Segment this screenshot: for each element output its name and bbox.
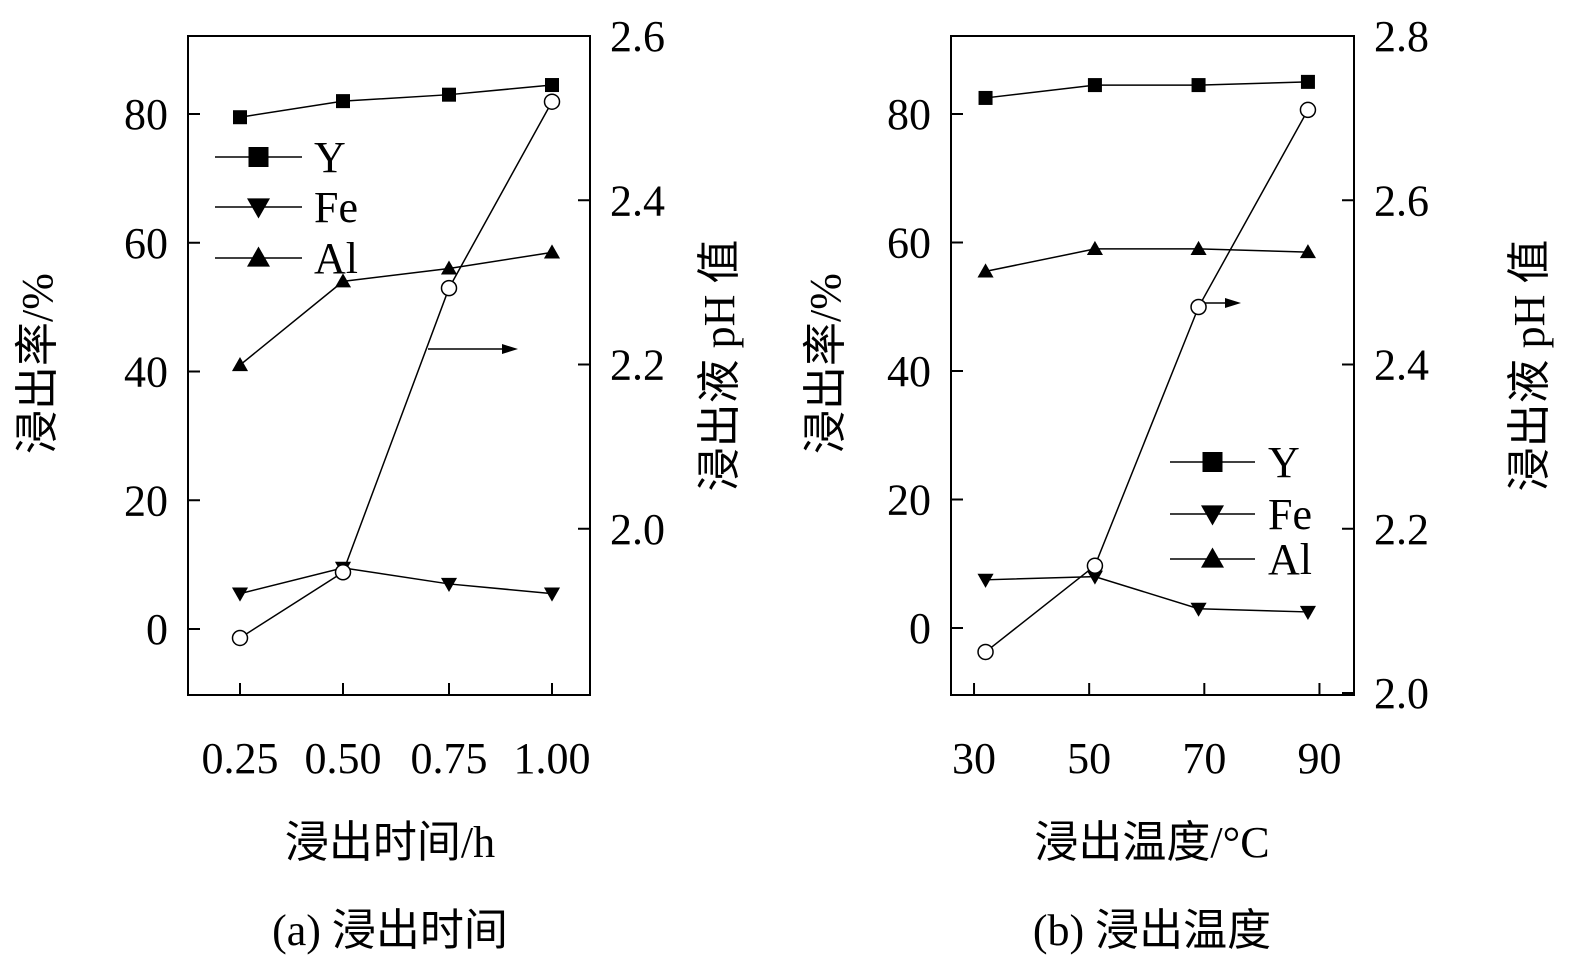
legend-marker-Y xyxy=(1202,452,1223,472)
y2-tick-label: 2.2 xyxy=(1374,505,1429,554)
data-point-Al xyxy=(1299,244,1316,259)
series-line-ph xyxy=(985,109,1309,653)
data-point-Fe xyxy=(1299,605,1316,620)
series-line-Al xyxy=(985,248,1308,273)
data-point-Fe xyxy=(1190,602,1207,617)
legend-marker-Al xyxy=(247,246,270,267)
legend-label: Fe xyxy=(314,183,358,232)
data-point-Fe xyxy=(977,573,994,588)
data-point-Y xyxy=(233,110,247,125)
y-tick-label: 0 xyxy=(146,605,168,654)
y2-tick-label: 2.6 xyxy=(1374,176,1429,225)
data-point-Al xyxy=(1190,240,1207,255)
legend-marker-Al xyxy=(1201,547,1224,568)
series-line-Y xyxy=(239,84,553,118)
chart-b: 0 20 40 60 80 2.0 2.2 2.4 2.6 2.8 30 50 70 90 浸出温度/°C 浸… xyxy=(801,12,1554,955)
x-tick-label: 50 xyxy=(1067,734,1111,783)
y-tick-label: 40 xyxy=(124,348,168,397)
data-point-Al xyxy=(440,260,458,275)
data-point-ph xyxy=(977,643,994,661)
x-tick-label: 1.00 xyxy=(514,734,591,783)
legend-label: Al xyxy=(314,234,358,283)
y2-tick-label: 2.8 xyxy=(1374,12,1429,61)
data-point-Y xyxy=(336,94,350,109)
series-line-Y xyxy=(985,81,1308,99)
data-point-Fe xyxy=(440,577,458,592)
y-axis-title: 浸出率/% xyxy=(801,273,850,454)
data-point-Fe xyxy=(1086,570,1103,585)
data-point-Y xyxy=(1300,74,1315,89)
data-point-ph xyxy=(1190,298,1207,316)
data-point-Fe xyxy=(231,587,249,602)
axis-arrow-head xyxy=(1225,298,1241,308)
y2-tick-label: 2.4 xyxy=(610,176,665,225)
y2-tick-label: 2.4 xyxy=(1374,341,1429,390)
data-point-Al xyxy=(1086,240,1103,255)
y2-tick-label: 2.6 xyxy=(610,12,665,61)
x-tick-label: 30 xyxy=(952,734,996,783)
legend-label: Y xyxy=(1268,438,1300,487)
legend-marker-Y xyxy=(248,147,269,167)
data-point-Y xyxy=(442,87,456,102)
data-point-Al xyxy=(231,357,249,372)
legend-label: Al xyxy=(1268,535,1312,584)
x-tick-label: 0.50 xyxy=(305,734,382,783)
x-tick-label: 0.75 xyxy=(411,734,488,783)
data-point-Y xyxy=(1191,78,1206,93)
figure-caption: (b) 浸出温度 xyxy=(1033,906,1271,955)
y-tick-label: 80 xyxy=(887,90,931,139)
chart-a: 0 20 40 60 80 2.0 2.2 2.4 2.6 0.25 0.50 0.75 1.00 浸出时… xyxy=(13,12,744,955)
axis-arrow-head xyxy=(502,344,518,354)
data-point-Y xyxy=(545,78,559,93)
y-tick-label: 80 xyxy=(124,90,168,139)
y2-tick-label: 2.0 xyxy=(610,505,665,554)
data-point-ph xyxy=(231,629,249,647)
data-point-ph xyxy=(334,564,352,581)
y-axis-title: 浸出率/% xyxy=(13,273,62,454)
plot-frame xyxy=(187,35,591,696)
data-point-ph xyxy=(440,279,458,297)
y-tick-label: 20 xyxy=(124,476,168,525)
y2-tick-label: 2.2 xyxy=(610,341,665,390)
legend-marker-Fe xyxy=(247,198,270,219)
y-tick-label: 60 xyxy=(887,219,931,268)
y-tick-label: 40 xyxy=(887,347,931,396)
x-axis-title: 浸出时间/h xyxy=(285,818,495,867)
legend-label: Fe xyxy=(1268,490,1312,539)
series-line-Fe xyxy=(239,567,553,595)
series-line-Al xyxy=(239,251,553,366)
data-point-Al xyxy=(977,263,994,278)
y-tick-label: 20 xyxy=(887,476,931,525)
series-line-Fe xyxy=(985,575,1308,613)
data-point-Al xyxy=(334,273,352,288)
series-line-ph xyxy=(239,101,553,639)
data-point-Al xyxy=(543,244,561,259)
x-axis-title: 浸出温度/°C xyxy=(1034,818,1269,867)
y2-axis-title: 浸出液 pH 值 xyxy=(695,240,744,492)
figure-caption: (a) 浸出时间 xyxy=(272,906,508,955)
data-point-ph xyxy=(1299,101,1317,119)
legend-marker-Fe xyxy=(1201,505,1224,526)
data-point-ph xyxy=(1086,557,1104,574)
data-point-Y xyxy=(978,90,993,105)
y-tick-label: 0 xyxy=(909,604,931,653)
x-tick-label: 70 xyxy=(1182,734,1226,783)
x-tick-label: 90 xyxy=(1297,734,1341,783)
legend-label: Y xyxy=(314,133,346,182)
y-tick-label: 60 xyxy=(124,219,168,268)
x-tick-label: 0.25 xyxy=(202,734,279,783)
data-point-ph xyxy=(543,93,561,110)
data-point-Fe xyxy=(543,587,561,602)
y2-tick-label: 2.0 xyxy=(1374,669,1429,718)
data-point-Y xyxy=(1087,78,1102,93)
y2-axis-title: 浸出液 pH 值 xyxy=(1505,240,1554,492)
